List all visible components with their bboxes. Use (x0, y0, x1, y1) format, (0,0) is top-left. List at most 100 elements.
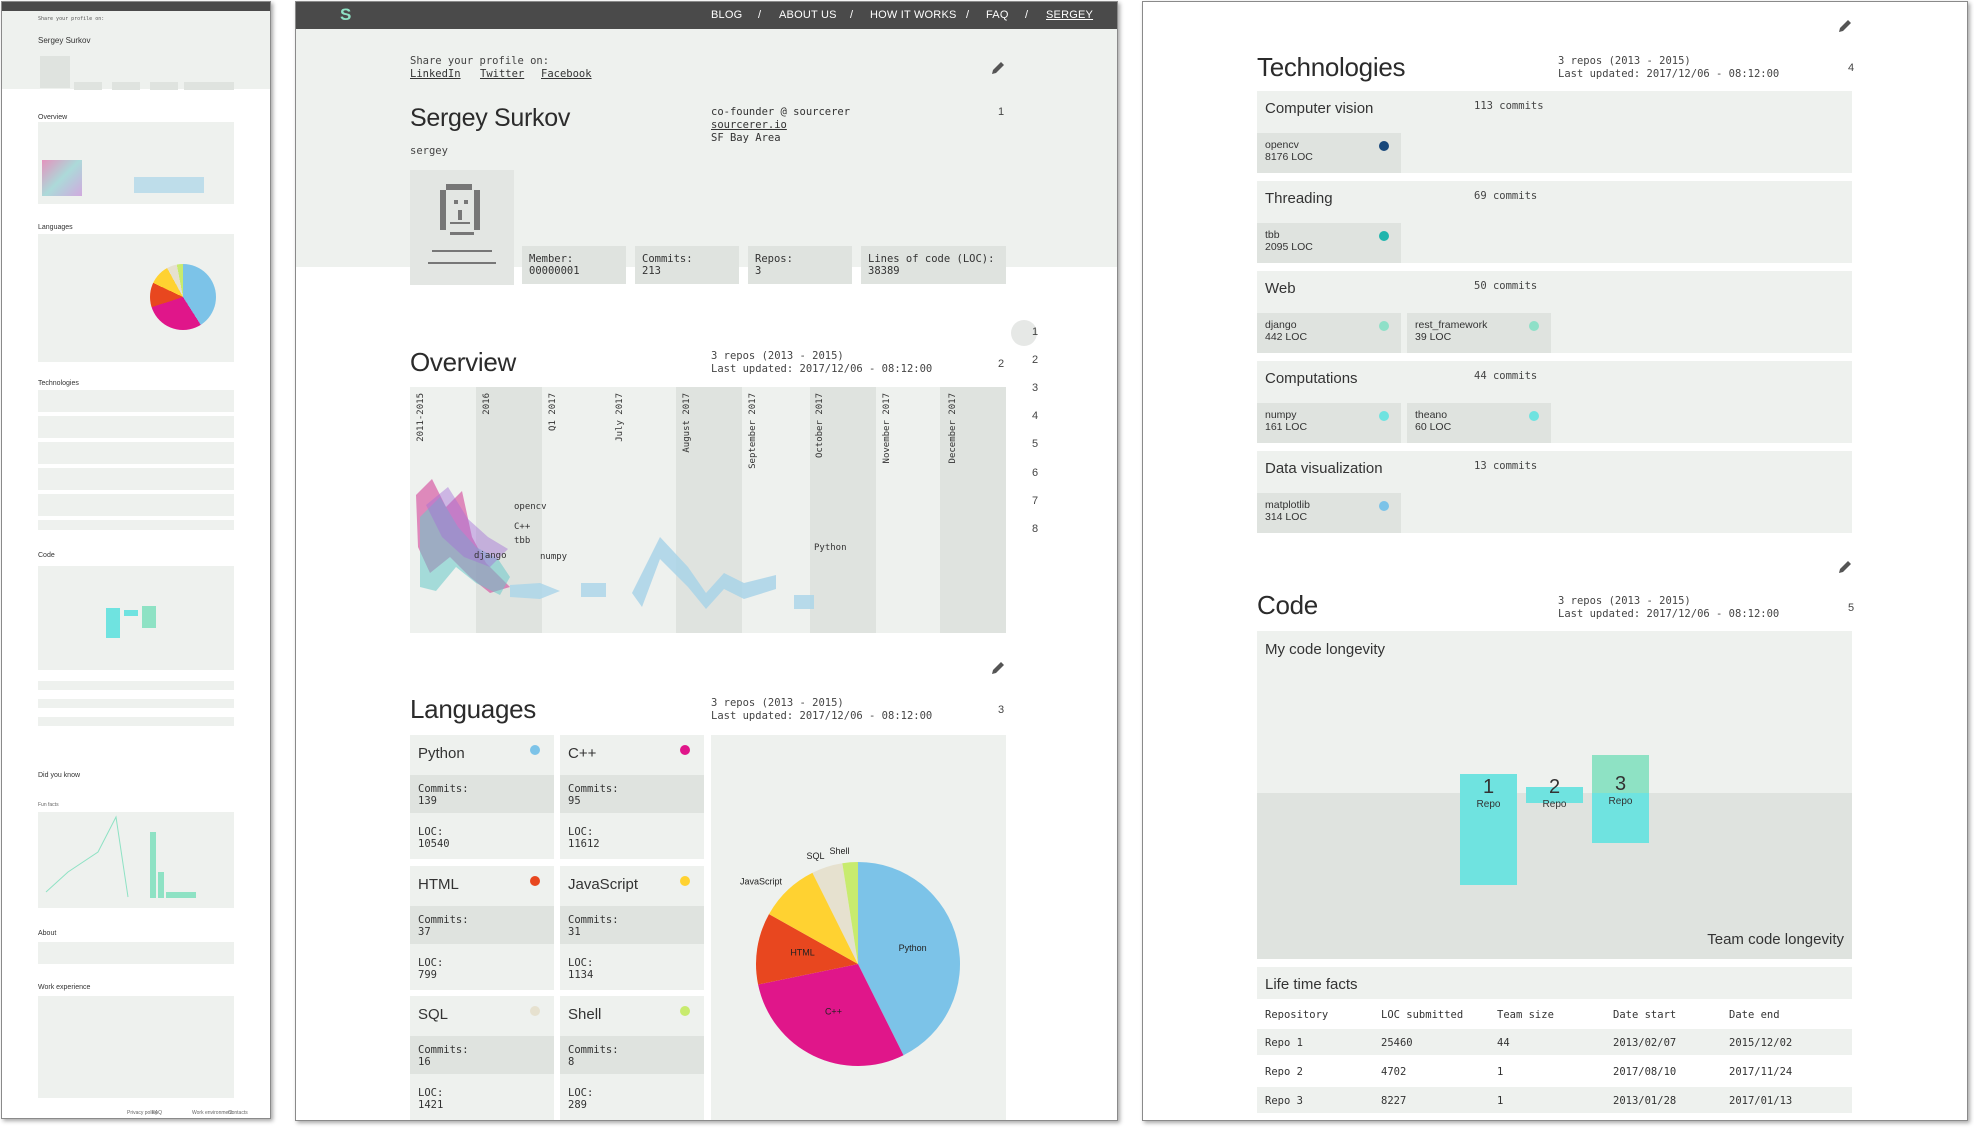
cell: 1 (1497, 1066, 1504, 1078)
lang-card-shell: Shell Commits: 8 LOC: 289 (560, 996, 704, 1120)
profile-role: co-founder @ sourcerer (711, 106, 851, 118)
nav-blog[interactable]: BLOG (711, 9, 743, 21)
repo-bar-2[interactable]: 2 Repo (1526, 776, 1583, 810)
loc-value: 799 (418, 969, 437, 981)
share-linkedin[interactable]: LinkedIn (410, 68, 461, 80)
pie-slice-shell[interactable] (842, 862, 858, 964)
commits-value: 139 (418, 795, 437, 807)
lang-card-python: Python Commits: 139 LOC: 10540 (410, 735, 554, 859)
lib-name: rest_framework (1415, 319, 1488, 331)
lib-loc: 60 LOC (1415, 421, 1452, 433)
edit-pencil-icon[interactable] (1837, 18, 1853, 34)
loc-label: LOC: (418, 957, 444, 969)
pie-label: SQL (807, 851, 825, 861)
lang-name: HTML (418, 876, 459, 893)
cell: 2017/11/24 (1729, 1066, 1793, 1078)
nav-about-us[interactable]: ABOUT US (779, 9, 837, 21)
thumb-fun-charts (38, 812, 234, 908)
cell: Repo 1 (1265, 1037, 1303, 1049)
edit-pencil-icon[interactable] (990, 660, 1006, 676)
nav-user-sergey[interactable]: SERGEY (1046, 9, 1094, 21)
loc-value: 1421 (418, 1099, 444, 1111)
timeline-label-python: Python (814, 543, 847, 553)
pie-slice-python[interactable] (858, 862, 960, 1056)
pie-slice-sql[interactable] (812, 863, 858, 964)
profile-name: Sergey Surkov (410, 104, 571, 132)
tech-group-name: Threading (1265, 190, 1333, 207)
share-facebook[interactable]: Facebook (541, 68, 592, 80)
lib-loc: 39 LOC (1415, 331, 1452, 343)
pie-slice-c[interactable] (758, 964, 904, 1066)
overview-timeline-chart: 2011-2015 2016 Q1 2017 July 2017 August … (410, 387, 1006, 633)
repo-bar-num: 3 (1614, 773, 1627, 795)
thumb-technologies (38, 390, 234, 530)
pie-slice-javascript[interactable] (769, 872, 858, 964)
repo-bar-label: Repo (1608, 796, 1633, 807)
repo-bar-1[interactable]: 1 Repo (1460, 774, 1517, 885)
thumb-languages (38, 234, 234, 362)
profile-site-link[interactable]: sourcerer.io (711, 119, 787, 131)
nav-sep: / (966, 9, 970, 21)
edit-pencil-icon[interactable] (990, 60, 1006, 76)
tech-group-commits: 113 commits (1474, 100, 1544, 112)
commits-value: 8 (568, 1056, 575, 1068)
repo-bar-3[interactable]: 3 Repo (1592, 755, 1649, 843)
pie-slice-html[interactable] (756, 914, 858, 985)
section-nav-item[interactable]: 8 (1031, 523, 1039, 535)
tech-lib-matplotlib: matplotlib 314 LOC (1257, 493, 1401, 533)
tech-group-computer-vision: Computer vision 113 commits opencv 8176 L… (1257, 91, 1852, 173)
loc-label: LOC: (418, 1087, 444, 1099)
section-nav-item[interactable]: 3 (1031, 382, 1039, 394)
tech-group-computations: Computations 44 commits numpy 161 LOC the… (1257, 361, 1852, 443)
profile-username: sergey (410, 145, 448, 157)
thumb-stat (74, 82, 102, 90)
lang-card-javascript: JavaScript Commits: 31 LOC: 1134 (560, 866, 704, 990)
cell: 44 (1497, 1037, 1510, 1049)
lib-color-dot (1379, 501, 1389, 511)
cell: 25460 (1381, 1037, 1413, 1049)
lib-name: django (1265, 319, 1297, 331)
lang-commits: Commits: 95 (560, 775, 704, 813)
lib-color-dot (1529, 411, 1539, 421)
tech-group-threading: Threading 69 commits tbb 2095 LOC (1257, 181, 1852, 263)
technologies-repos: 3 repos (2013 - 2015) (1558, 55, 1691, 67)
lang-name: C++ (568, 745, 597, 762)
sourcerer-logo[interactable]: S (340, 5, 352, 24)
thumb-footer[interactable]: Work environment (192, 1110, 233, 1116)
nav-how-it-works[interactable]: HOW IT WORKS (870, 9, 957, 21)
stat-label: Repos: (755, 253, 793, 265)
tech-lib-opencv: opencv 8176 LOC (1257, 133, 1401, 173)
section-nav-active (1011, 320, 1037, 346)
share-twitter[interactable]: Twitter (480, 68, 525, 80)
commits-value: 31 (568, 926, 581, 938)
section-nav-item[interactable]: 6 (1031, 467, 1039, 479)
languages-updated: Last updated: 2017/12/06 - 08:12:00 (711, 710, 933, 722)
lang-color-dot (680, 1006, 690, 1016)
edit-pencil-icon[interactable] (1837, 559, 1853, 575)
thumb-footer[interactable]: FAQ (152, 1110, 163, 1116)
thumb-footer[interactable]: Contacts (228, 1110, 248, 1116)
thumb-footer[interactable]: Privacy policy (127, 1110, 158, 1116)
col-header: Date start (1613, 1009, 1677, 1021)
tech-group-name: Data visualization (1265, 460, 1383, 477)
stat-label: Lines of code (LOC): (868, 253, 995, 265)
lang-commits: Commits: 37 (410, 906, 554, 944)
section-nav-item[interactable]: 1 (1031, 326, 1039, 338)
profile-panel: S BLOG / ABOUT US / HOW IT WORKS / FAQ /… (295, 1, 1118, 1121)
section-nav-item[interactable]: 2 (1031, 354, 1039, 366)
languages-pie-chart: Python C++ HTML JavaScript SQL Shell (740, 846, 960, 1066)
lib-name: matplotlib (1265, 499, 1310, 511)
cell: 8227 (1381, 1095, 1407, 1107)
tech-lib-rest-framework: rest_framework 39 LOC (1407, 313, 1551, 353)
lang-name: JavaScript (568, 876, 639, 893)
nav-faq[interactable]: FAQ (986, 9, 1009, 21)
section-nav-item[interactable]: 7 (1031, 495, 1039, 507)
pie-label: JavaScript (740, 876, 783, 886)
lib-loc: 161 LOC (1265, 421, 1308, 433)
section-nav-item[interactable]: 5 (1031, 438, 1039, 450)
overview-updated: Last updated: 2017/12/06 - 08:12:00 (711, 363, 933, 375)
profile-location: SF Bay Area (711, 132, 781, 144)
section-nav-item[interactable]: 4 (1031, 410, 1039, 422)
lib-color-dot (1379, 231, 1389, 241)
lib-name: tbb (1265, 229, 1280, 241)
